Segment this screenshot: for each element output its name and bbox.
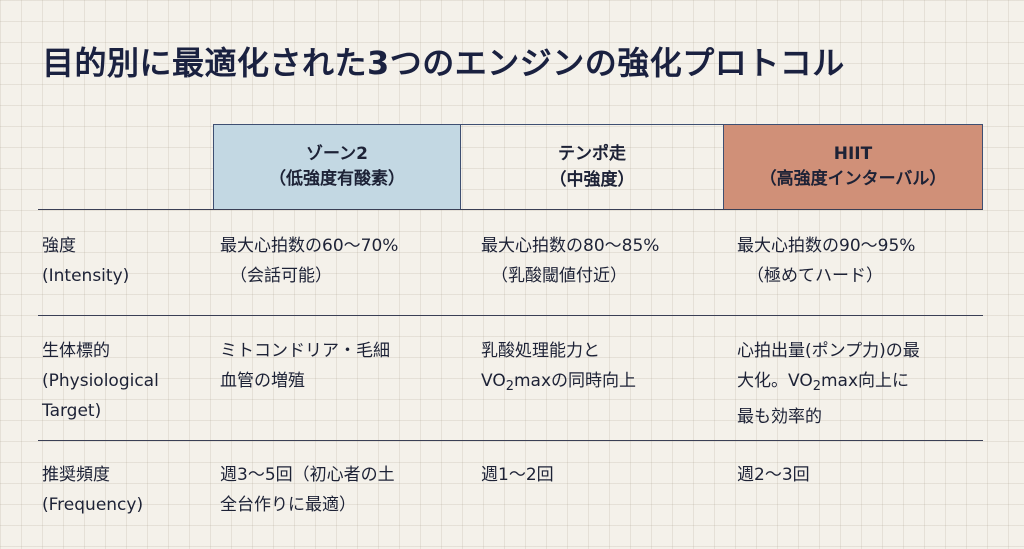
page-title: 目的別に最適化された3つのエンジンの強化プロトコル <box>42 44 845 82</box>
cell-line: 週1〜2回 <box>481 465 554 485</box>
vo2-subscript: 2 <box>812 379 821 394</box>
table-cell-intensity-zone2: 最大心拍数の60〜70% （会話可能） <box>220 231 398 291</box>
cell-line: ミトコンドリア・毛細 <box>220 341 390 361</box>
row-label-frequency-en: (Frequency) <box>42 495 144 515</box>
vo2-suffix: max向上に <box>821 371 910 391</box>
row-label-frequency: 推奨頻度 (Frequency) <box>42 460 143 520</box>
cell-line: 最も効率的 <box>737 407 822 427</box>
table-cell-target-tempo: 乳酸処理能力と VO2maxの同時向上 <box>481 336 636 402</box>
table-cell-intensity-tempo: 最大心拍数の80〜85% （乳酸閾値付近） <box>481 231 659 291</box>
vo2-subscript: 2 <box>505 379 514 394</box>
vo2-prefix: 大化。VO <box>737 371 813 391</box>
row-label-intensity: 強度 (Intensity) <box>42 231 129 291</box>
vo2-prefix: VO <box>481 371 506 391</box>
vo2-suffix: maxの同時向上 <box>514 371 637 391</box>
row-label-target: 生体標的 (Physiological Target) <box>42 336 159 426</box>
cell-main: 最大心拍数の60〜70% <box>220 236 399 256</box>
table-cell-target-zone2: ミトコンドリア・毛細 血管の増殖 <box>220 336 390 396</box>
cell-main: 最大心拍数の90〜95% <box>737 236 916 256</box>
table-divider <box>38 209 983 210</box>
cell-line-vo2: 大化。VO2max向上に <box>737 366 920 402</box>
column-header-tempo-name: テンポ走 <box>558 144 626 164</box>
table-cell-frequency-tempo: 週1〜2回 <box>481 460 554 490</box>
cell-note: （会話可能） <box>230 266 332 286</box>
cell-line: 心拍出量(ポンプ力)の最 <box>737 341 920 361</box>
cell-line: 全台作りに最適） <box>220 495 356 515</box>
column-header-hiit-subtitle: （高強度インターバル） <box>759 169 947 189</box>
table-cell-frequency-zone2: 週3〜5回（初心者の土 全台作りに最適） <box>220 460 395 520</box>
cell-line: 週3〜5回（初心者の土 <box>220 465 395 485</box>
column-header-hiit: HIIT （高強度インターバル） <box>723 124 983 210</box>
cell-line-vo2: VO2maxの同時向上 <box>481 366 636 402</box>
table-cell-frequency-hiit: 週2〜3回 <box>737 460 810 490</box>
column-header-zone2: ゾーン2 （低強度有酸素） <box>213 124 461 210</box>
table-cell-intensity-hiit: 最大心拍数の90〜95% （極めてハード） <box>737 231 915 291</box>
row-label-intensity-ja: 強度 <box>42 236 76 256</box>
column-header-zone2-subtitle: （低強度有酸素） <box>269 169 405 189</box>
row-label-frequency-ja: 推奨頻度 <box>42 465 110 485</box>
column-header-zone2-name: ゾーン2 <box>306 143 368 164</box>
column-header-tempo: テンポ走 （中強度） <box>461 124 723 210</box>
column-header-hiit-name: HIIT <box>833 143 873 164</box>
column-header-tempo-subtitle: （中強度） <box>549 169 635 190</box>
cell-note: （乳酸閾値付近） <box>491 266 627 286</box>
row-label-intensity-en: (Intensity) <box>42 266 130 286</box>
cell-line: 週2〜3回 <box>737 465 810 485</box>
table-divider <box>38 315 983 316</box>
row-label-target-ja: 生体標的 <box>42 341 110 361</box>
cell-line: 血管の増殖 <box>220 371 305 391</box>
row-label-target-en-1: (Physiological <box>42 371 159 391</box>
cell-main: 最大心拍数の80〜85% <box>481 236 660 256</box>
table-cell-target-hiit: 心拍出量(ポンプ力)の最 大化。VO2max向上に 最も効率的 <box>737 336 920 432</box>
row-label-target-en-2: Target) <box>42 401 102 421</box>
cell-line: 乳酸処理能力と <box>481 341 600 361</box>
table-divider <box>38 440 983 441</box>
cell-note: （極めてハード） <box>747 266 883 286</box>
